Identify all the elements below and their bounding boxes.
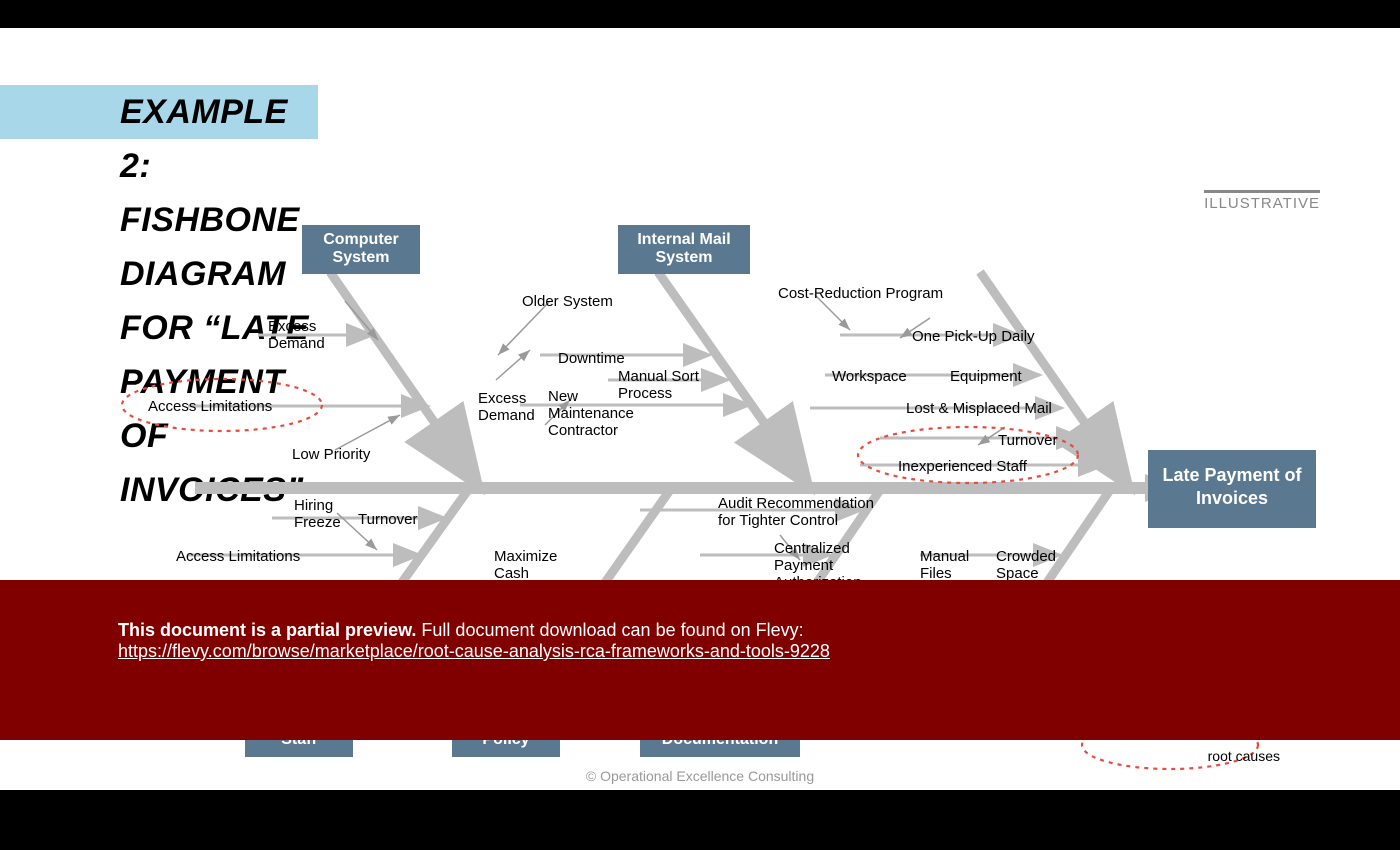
- page-root: EXAMPLE 2: FISHBONE DIAGRAM FOR “LATE PA…: [0, 0, 1400, 850]
- cause-label: Downtime: [558, 350, 625, 367]
- cause-label: Turnover: [998, 432, 1057, 449]
- cause-label: Excess Demand: [478, 390, 535, 424]
- cause-label: Older System: [522, 293, 613, 310]
- cause-label: Excess Demand: [268, 318, 325, 352]
- cause-label: Manual Files: [920, 548, 969, 582]
- cause-label: One Pick-Up Daily: [912, 328, 1035, 345]
- cause-label: Access Limitations: [148, 398, 272, 415]
- cause-label: Audit Recommendation for Tighter Control: [718, 495, 874, 529]
- preview-bold: This document is a partial preview.: [118, 620, 416, 640]
- cause-label: Cost-Reduction Program: [778, 285, 943, 302]
- cause-label: Maximize Cash: [494, 548, 557, 582]
- cause-label: Low Priority: [292, 446, 370, 463]
- category-box-computer-system: Computer System: [302, 225, 420, 274]
- preview-rest: Full document download can be found on F…: [416, 620, 803, 640]
- cause-label: Manual Sort Process: [618, 368, 699, 402]
- fishbone-head-box: Late Payment of Invoices: [1148, 450, 1316, 528]
- footer-credit: © Operational Excellence Consulting: [586, 768, 814, 784]
- cause-label: Workspace: [832, 368, 907, 385]
- cause-label: Access Limitations: [176, 548, 300, 565]
- cause-label: Crowded Space: [996, 548, 1056, 582]
- cause-label: Inexperienced Staff: [898, 458, 1027, 475]
- cause-label: Lost & Misplaced Mail: [906, 400, 1052, 417]
- cause-label: Turnover: [358, 511, 417, 528]
- category-box-internal-mail: Internal Mail System: [618, 225, 750, 274]
- legend-root-causes: root causes: [1208, 748, 1280, 764]
- cause-label: Hiring Freeze: [294, 497, 341, 531]
- cause-label: Equipment: [950, 368, 1022, 385]
- preview-banner: This document is a partial preview. Full…: [0, 580, 1400, 740]
- bottom-black-bar: [0, 790, 1400, 850]
- preview-link[interactable]: https://flevy.com/browse/marketplace/roo…: [118, 641, 830, 661]
